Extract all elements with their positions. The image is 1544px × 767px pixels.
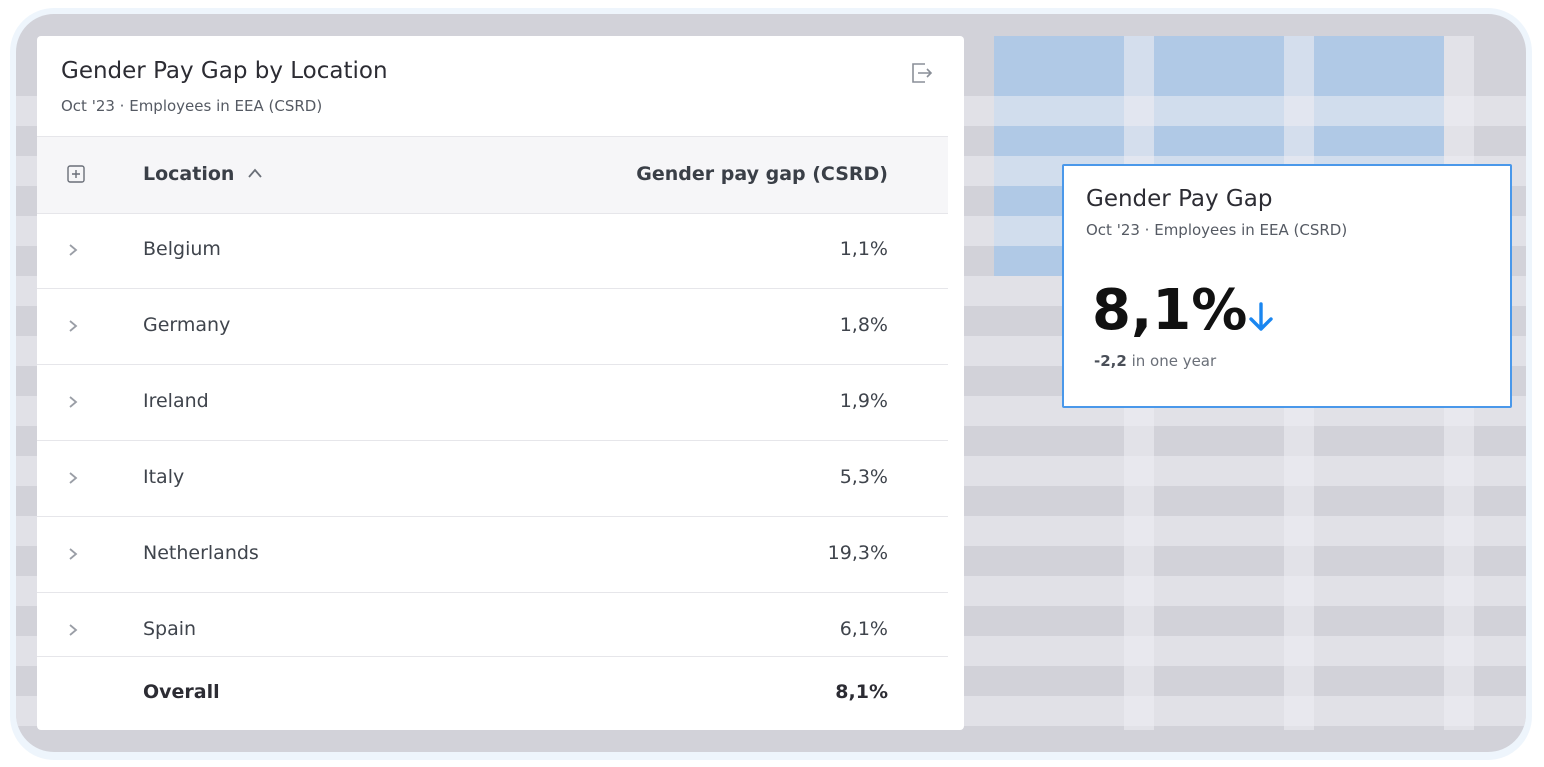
overall-row: Overall 8,1% [37,656,948,730]
row-location: Netherlands [143,542,259,564]
kpi-delta-value: -2,2 [1094,352,1127,370]
row-gap-value: 1,8% [839,314,888,336]
table-body: Belgium 1,1% Germany 1,8% Ireland 1,9% I… [37,213,948,668]
dashboard-canvas: Gender Pay Gap by Location Oct '23 · Emp… [16,14,1526,752]
chevron-right-icon[interactable] [67,470,79,486]
table-row[interactable]: Spain 6,1% [37,593,948,668]
overall-value: 8,1% [835,681,888,703]
sort-ascending-icon[interactable] [246,166,264,180]
kpi-delta-suffix: in one year [1126,352,1217,370]
chevron-right-icon[interactable] [67,546,79,562]
table-row[interactable]: Ireland 1,9% [37,365,948,441]
table-row[interactable]: Germany 1,8% [37,289,948,365]
table-row[interactable]: Netherlands 19,3% [37,517,948,593]
chevron-right-icon[interactable] [67,242,79,258]
row-location: Germany [143,314,231,336]
chevron-right-icon[interactable] [67,318,79,334]
expand-all-icon[interactable] [67,165,85,183]
table-header: Location Gender pay gap (CSRD) [37,136,948,214]
arrow-down-icon [1249,302,1273,331]
gender-pay-gap-kpi-card[interactable]: Gender Pay Gap Oct '23 · Employees in EE… [1062,164,1512,408]
widget-title: Gender Pay Gap by Location [61,58,388,84]
row-gap-value: 1,9% [839,390,888,412]
kpi-subtitle: Oct '23 · Employees in EEA (CSRD) [1086,221,1348,239]
table-row[interactable]: Belgium 1,1% [37,213,948,289]
widget-subtitle: Oct '23 · Employees in EEA (CSRD) [61,97,323,115]
row-location: Ireland [143,390,209,412]
row-gap-value: 5,3% [839,466,888,488]
table-row[interactable]: Italy 5,3% [37,441,948,517]
kpi-value: 8,1% [1092,278,1248,343]
row-gap-value: 6,1% [839,618,888,640]
chevron-right-icon[interactable] [67,394,79,410]
column-header-location[interactable]: Location [143,163,235,185]
column-header-gender-pay-gap[interactable]: Gender pay gap (CSRD) [636,163,888,185]
chevron-right-icon[interactable] [67,622,79,638]
kpi-title: Gender Pay Gap [1086,186,1273,212]
row-location: Belgium [143,238,221,260]
row-location: Spain [143,618,197,640]
row-location: Italy [143,466,185,488]
row-gap-value: 1,1% [839,238,888,260]
row-gap-value: 19,3% [827,542,888,564]
kpi-delta: -2,2 in one year [1094,352,1216,370]
pay-gap-table-widget: Gender Pay Gap by Location Oct '23 · Emp… [37,36,964,730]
export-icon[interactable] [909,60,935,86]
overall-label: Overall [143,681,220,703]
